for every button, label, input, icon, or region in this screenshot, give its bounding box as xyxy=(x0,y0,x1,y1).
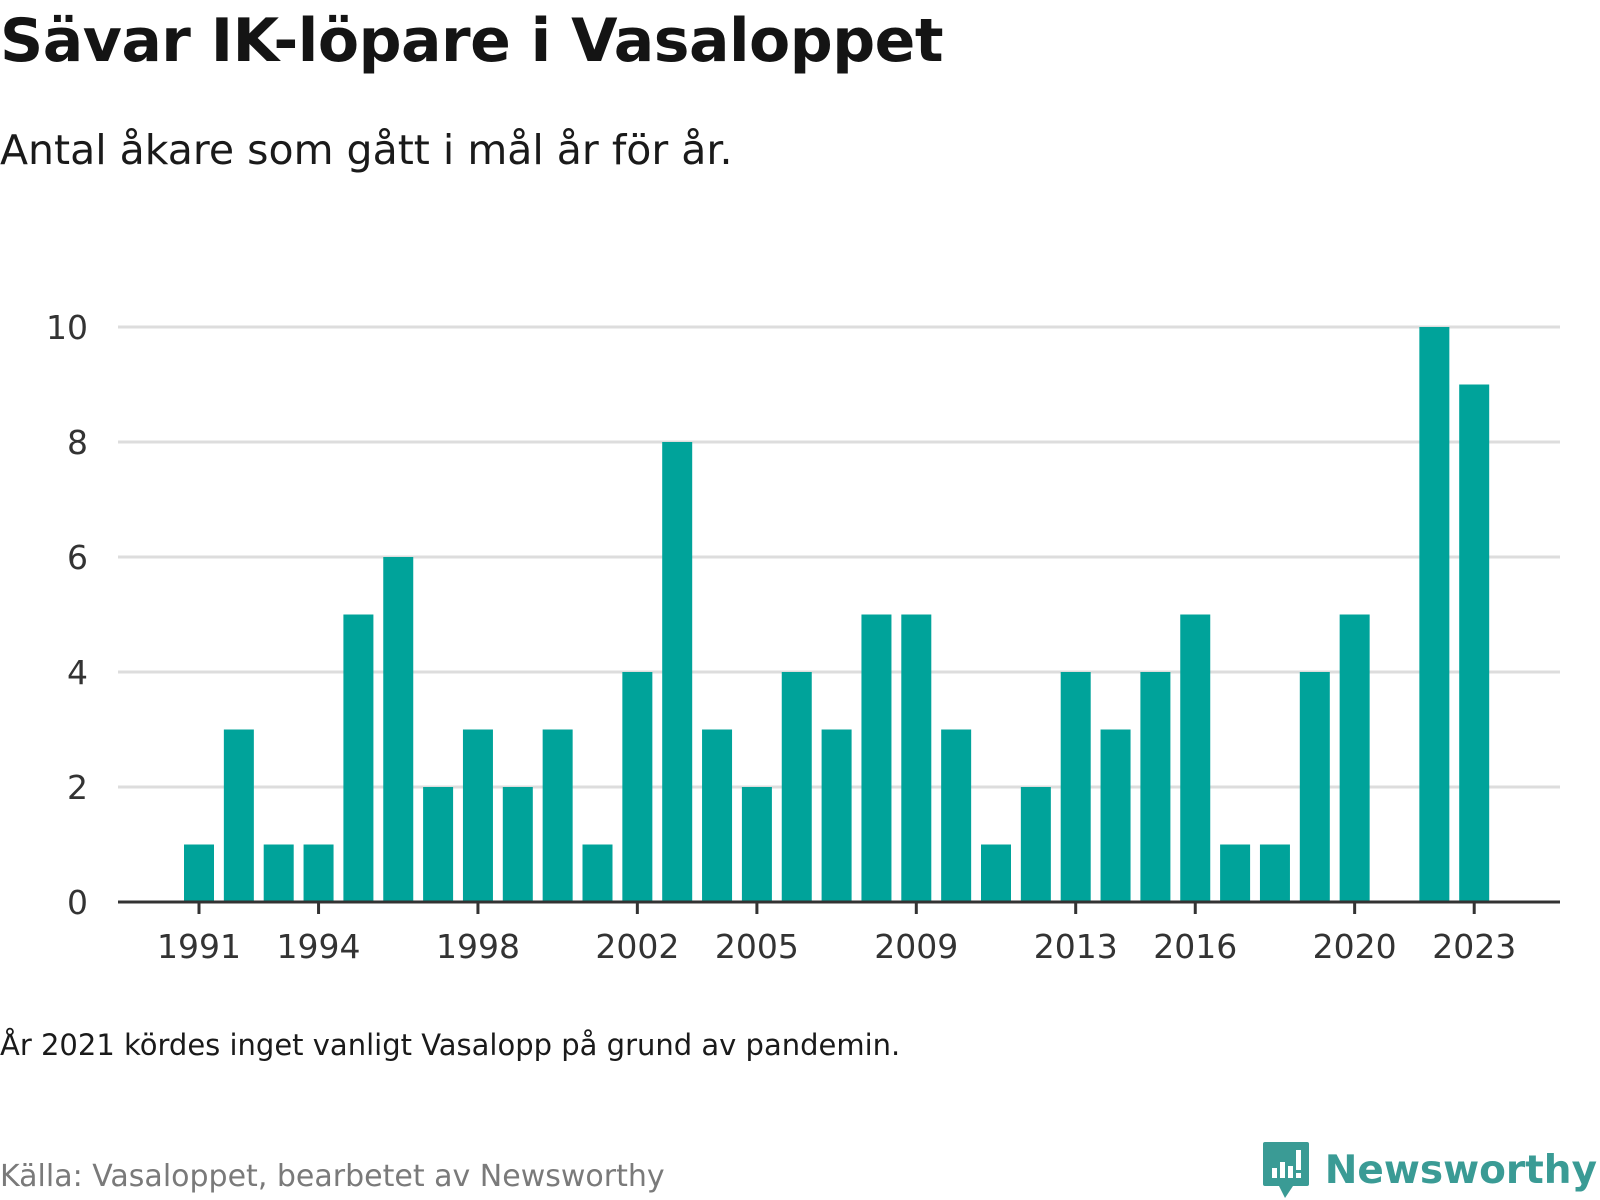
bar-1996 xyxy=(383,557,414,902)
bar-1998 xyxy=(462,729,493,902)
x-tick-label: 1991 xyxy=(157,927,241,960)
bar-2011 xyxy=(981,844,1011,902)
bar-2009 xyxy=(901,614,932,902)
x-axis-labels: 1991 1994 1998 2002 2005 2009 2013 2016 2020 2023 xyxy=(157,927,1516,960)
y-tick-label: 0 xyxy=(67,883,88,922)
bar-2000 xyxy=(542,729,573,902)
bar-1994 xyxy=(303,844,334,902)
bar-2008 xyxy=(861,614,892,902)
bar-chart: 0 2 4 6 8 10 1991 1994 1998 2002 2005 2009 2013 2016… xyxy=(46,308,1560,960)
x-tick-label: 2002 xyxy=(595,927,679,960)
chart-title: Sävar IK-löpare i Vasaloppet xyxy=(0,6,944,76)
newsworthy-logo: Newsworthy xyxy=(1261,1140,1597,1200)
bar-2016 xyxy=(1180,614,1211,902)
y-axis-labels: 0 2 4 6 8 10 xyxy=(46,308,88,922)
bar-2002 xyxy=(622,672,653,902)
bar-2012 xyxy=(1020,787,1051,902)
x-axis xyxy=(118,900,1560,914)
chart-bubble-icon xyxy=(1262,1142,1309,1198)
x-tick-label: 1994 xyxy=(277,927,361,960)
x-tick-label: 2016 xyxy=(1153,927,1237,960)
y-tick-label: 10 xyxy=(46,308,88,347)
bar-2010 xyxy=(941,729,972,902)
source-credit: Källa: Vasaloppet, bearbetet av Newswort… xyxy=(0,1159,665,1194)
chart-subtitle: Antal åkare som gått i mål år för år. xyxy=(0,126,733,174)
footnote: År 2021 kördes inget vanligt Vasalopp på… xyxy=(0,1028,901,1062)
bar-2001 xyxy=(582,844,613,902)
bar-2005 xyxy=(741,787,772,902)
x-tick-label: 1998 xyxy=(436,927,520,960)
y-tick-label: 2 xyxy=(67,768,88,807)
bar-1992 xyxy=(223,729,254,902)
bar-1993 xyxy=(263,844,294,902)
y-tick-label: 8 xyxy=(67,423,88,462)
bar-2015 xyxy=(1140,672,1171,902)
bar-2004 xyxy=(702,729,733,902)
bar-2006 xyxy=(781,672,812,902)
y-tick-label: 6 xyxy=(67,538,88,577)
x-tick-label: 2023 xyxy=(1432,927,1516,960)
bar-2019 xyxy=(1299,672,1330,902)
bar-1991 xyxy=(184,844,214,902)
bars xyxy=(184,327,1490,902)
bar-2023 xyxy=(1459,384,1490,902)
bar-2003 xyxy=(662,442,693,902)
bar-2013 xyxy=(1060,672,1091,902)
bar-1995 xyxy=(343,614,374,902)
x-tick-label: 2020 xyxy=(1313,927,1397,960)
bar-1999 xyxy=(502,787,533,902)
y-tick-label: 4 xyxy=(67,653,88,692)
x-tick-label: 2005 xyxy=(715,927,799,960)
brand-name: Newsworthy xyxy=(1324,1147,1597,1193)
bar-2022 xyxy=(1419,327,1450,902)
bar-2014 xyxy=(1100,729,1131,902)
bar-2017 xyxy=(1220,844,1251,902)
x-tick-label: 2013 xyxy=(1034,927,1118,960)
bar-2007 xyxy=(821,729,852,902)
x-tick-label: 2009 xyxy=(874,927,958,960)
bar-1997 xyxy=(423,787,454,902)
bar-2018 xyxy=(1259,844,1290,902)
bar-2020 xyxy=(1339,614,1370,902)
